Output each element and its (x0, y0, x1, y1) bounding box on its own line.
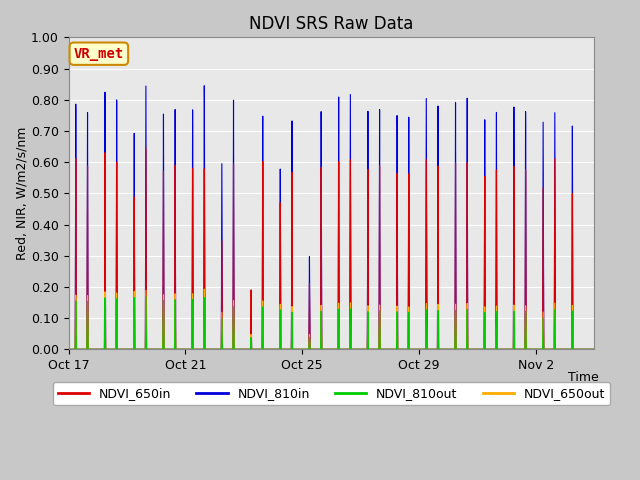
NDVI_810out (266, 347, 273, 352)
NDVI_650out (591, 347, 598, 352)
NDVI_810in (406, 347, 414, 352)
NDVI_650out (65, 347, 72, 352)
NDVI_810out (65, 347, 72, 352)
Line: NDVI_810out: NDVI_810out (68, 297, 595, 349)
NDVI_810in (591, 347, 598, 352)
NDVI_810out (160, 347, 168, 352)
NDVI_810out (406, 347, 414, 352)
NDVI_810in (457, 347, 465, 352)
NDVI_650out (266, 347, 273, 352)
X-axis label: Time: Time (568, 371, 599, 384)
NDVI_810in (65, 347, 72, 352)
NDVI_650out (380, 347, 388, 352)
NDVI_650in (406, 347, 414, 352)
NDVI_650out (406, 347, 414, 352)
NDVI_650in (266, 347, 273, 352)
NDVI_810out (591, 347, 598, 352)
Legend: NDVI_650in, NDVI_810in, NDVI_810out, NDVI_650out: NDVI_650in, NDVI_810in, NDVI_810out, NDV… (52, 383, 610, 406)
NDVI_650out (160, 347, 168, 352)
NDVI_650out (457, 347, 465, 352)
Y-axis label: Red, NIR, W/m2/s/nm: Red, NIR, W/m2/s/nm (15, 127, 28, 260)
NDVI_650in (160, 347, 168, 352)
Title: NDVI SRS Raw Data: NDVI SRS Raw Data (249, 15, 413, 33)
NDVI_650out (200, 286, 208, 292)
Line: NDVI_650in: NDVI_650in (68, 148, 595, 349)
NDVI_810in (200, 83, 208, 89)
NDVI_810in (266, 347, 273, 352)
NDVI_650in (497, 347, 505, 352)
NDVI_650in (142, 145, 150, 151)
NDVI_810out (497, 347, 505, 352)
NDVI_650in (457, 347, 465, 352)
Line: NDVI_650out: NDVI_650out (68, 289, 595, 349)
NDVI_810out (457, 347, 465, 352)
NDVI_650out (497, 347, 505, 352)
Text: VR_met: VR_met (74, 47, 124, 60)
NDVI_810out (380, 347, 388, 352)
NDVI_650in (65, 347, 72, 352)
NDVI_810in (497, 347, 505, 352)
NDVI_650in (591, 347, 598, 352)
NDVI_810in (160, 347, 168, 352)
NDVI_810in (380, 347, 388, 352)
NDVI_650in (380, 347, 388, 352)
Line: NDVI_810in: NDVI_810in (68, 86, 595, 349)
NDVI_810out (142, 294, 150, 300)
